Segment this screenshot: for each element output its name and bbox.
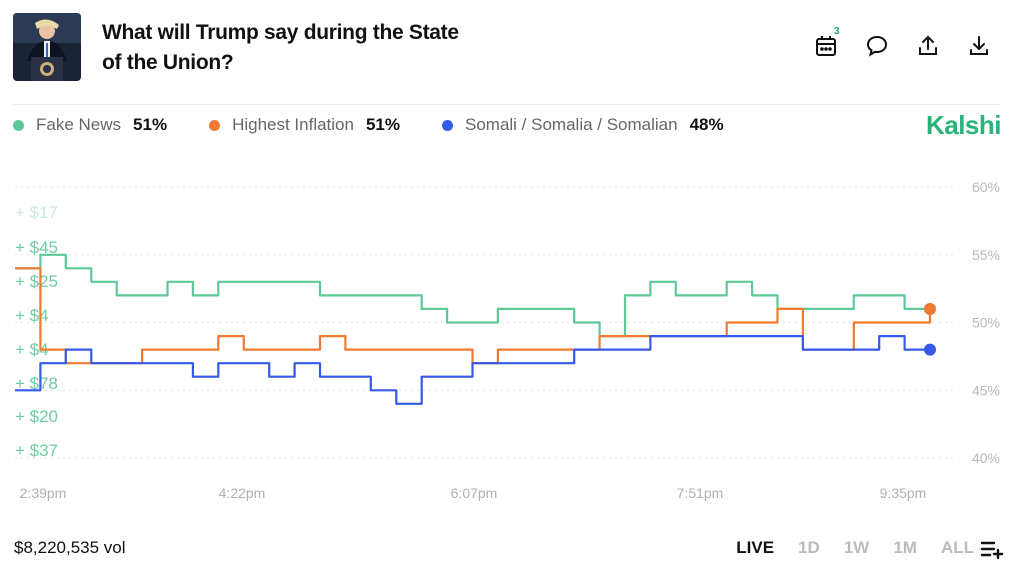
kalshi-logo: Kalshi bbox=[925, 110, 1002, 140]
trade-ticker-item: + $25 bbox=[15, 272, 58, 291]
y-tick-label: 50% bbox=[972, 315, 1000, 331]
range-1w[interactable]: 1W bbox=[843, 538, 870, 557]
legend-value: 48% bbox=[689, 115, 724, 134]
y-tick-label: 55% bbox=[972, 247, 1000, 263]
range-live[interactable]: LIVE bbox=[736, 538, 775, 557]
series-endpoint bbox=[924, 343, 936, 356]
volume-label: $8,220,535 vol bbox=[14, 538, 126, 557]
x-tick-label: 9:35pm bbox=[880, 485, 927, 501]
calendar-icon bbox=[816, 36, 836, 56]
y-tick-label: 40% bbox=[972, 450, 1000, 466]
legend-label: Somali / Somalia / Somalian bbox=[465, 115, 678, 134]
legend-item-highest-inflation[interactable]: Highest Inflation 51% bbox=[209, 115, 400, 135]
range-all[interactable]: ALL bbox=[940, 538, 974, 557]
share-button[interactable] bbox=[912, 30, 944, 62]
price-chart[interactable]: 60% 55% 50% 45% 40% 2:39pm 4:22pm 6:07pm 7:51pm 9… bbox=[0, 170, 1024, 510]
add-list-button[interactable] bbox=[980, 538, 1004, 560]
series-endpoint bbox=[924, 302, 936, 315]
legend-value: 51% bbox=[133, 115, 168, 134]
download-icon bbox=[970, 36, 988, 55]
playlist-add-icon bbox=[980, 541, 1004, 560]
x-tick-label: 2:39pm bbox=[20, 485, 67, 501]
chart-footer: $8,220,535 vol LIVE 1D 1W 1M ALL bbox=[0, 530, 1024, 566]
x-tick-label: 4:22pm bbox=[219, 485, 266, 501]
x-tick-label: 7:51pm bbox=[677, 485, 724, 501]
series-line bbox=[15, 253, 930, 338]
range-selector: LIVE 1D 1W 1M ALL bbox=[712, 538, 974, 558]
trade-ticker-item: + $45 bbox=[15, 238, 58, 257]
download-button[interactable] bbox=[963, 30, 995, 62]
trade-ticker-item: + $17 bbox=[15, 203, 58, 222]
legend-item-somali[interactable]: Somali / Somalia / Somalian 48% bbox=[442, 115, 724, 135]
legend-value: 51% bbox=[365, 115, 400, 134]
legend-label: Highest Inflation bbox=[232, 115, 354, 134]
series-line bbox=[15, 335, 930, 405]
calendar-badge: 3 bbox=[834, 26, 840, 37]
y-tick-label: 60% bbox=[972, 179, 1000, 195]
trade-ticker-item: + $20 bbox=[15, 407, 58, 426]
market-header: What will Trump say during the State of … bbox=[0, 0, 1024, 100]
chart-legend: Fake News 51% Highest Inflation 51% Soma… bbox=[13, 114, 766, 136]
chart-svg: 60% 55% 50% 45% 40% 2:39pm 4:22pm 6:07pm 7:51pm 9… bbox=[15, 179, 1000, 501]
header-divider bbox=[13, 104, 1000, 105]
legend-dot bbox=[209, 119, 221, 131]
x-tick-label: 6:07pm bbox=[451, 485, 498, 501]
trade-ticker-item: + $37 bbox=[15, 441, 58, 460]
market-title: What will Trump say during the State of … bbox=[102, 21, 459, 74]
market-thumbnail bbox=[13, 13, 81, 81]
legend-item-fake-news[interactable]: Fake News 51% bbox=[13, 115, 167, 135]
range-1d[interactable]: 1D bbox=[798, 538, 820, 557]
series-line bbox=[15, 267, 932, 365]
comment-icon bbox=[866, 35, 888, 57]
share-icon bbox=[919, 35, 937, 55]
legend-label: Fake News bbox=[36, 115, 122, 134]
y-tick-label: 45% bbox=[972, 382, 1000, 398]
trade-ticker-item: + $4 bbox=[15, 306, 49, 325]
legend-dot bbox=[13, 119, 24, 131]
calendar-button[interactable]: 3 bbox=[810, 26, 842, 62]
trade-ticker-item: + $78 bbox=[15, 374, 58, 393]
comment-button[interactable] bbox=[861, 30, 893, 62]
range-1m[interactable]: 1M bbox=[893, 538, 917, 557]
legend-dot bbox=[442, 119, 453, 131]
